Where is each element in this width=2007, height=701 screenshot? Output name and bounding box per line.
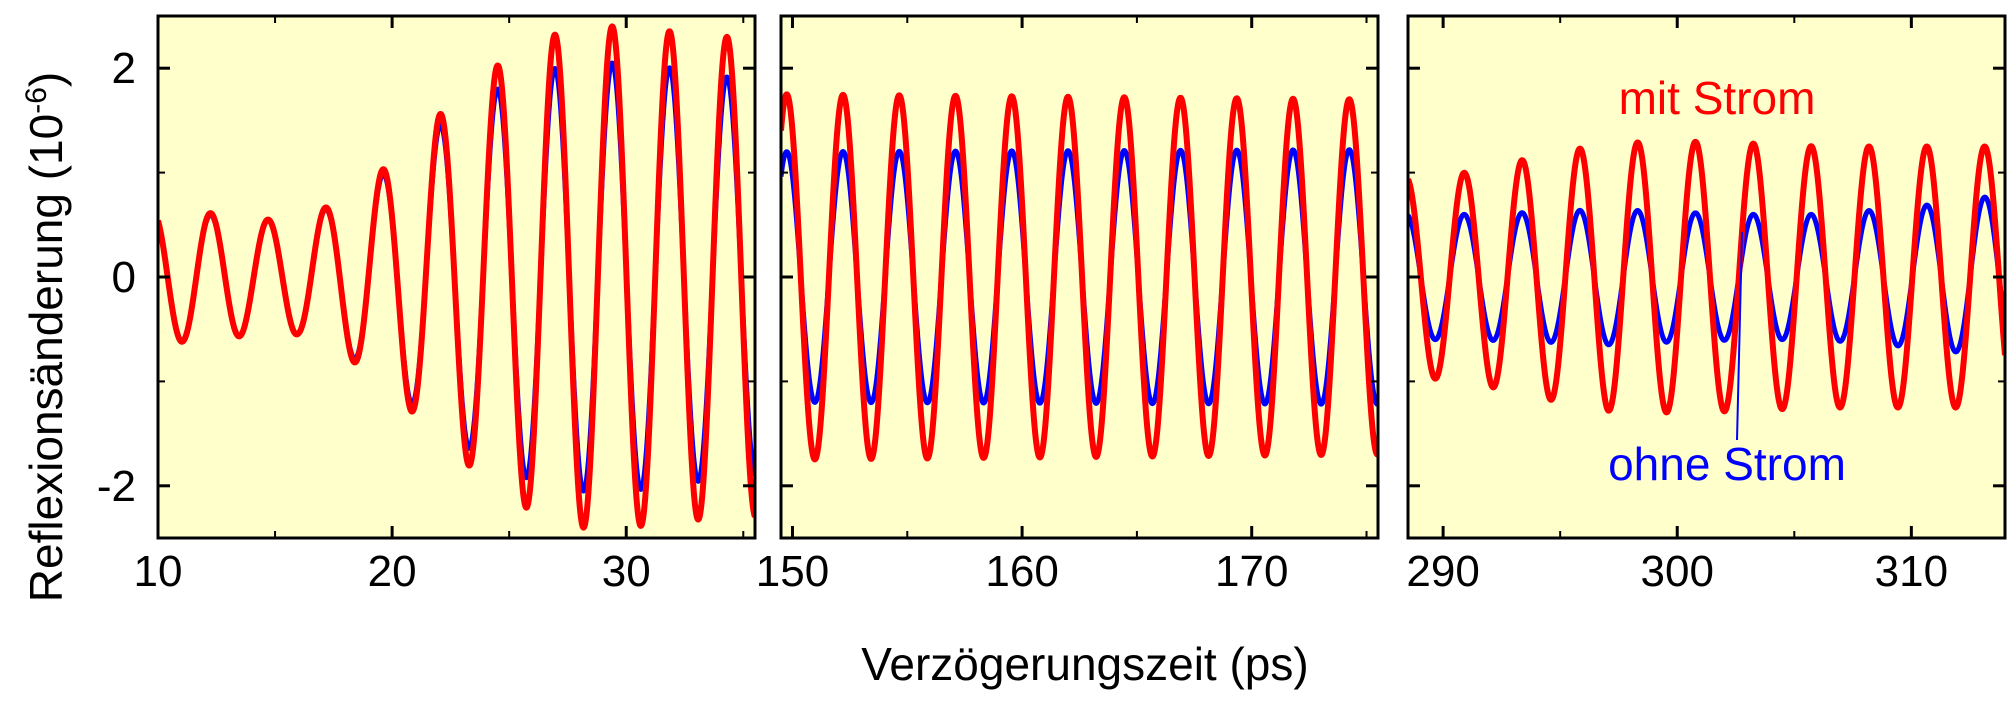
- y-axis-title-main: Reflexionsänderung (10: [20, 114, 72, 602]
- series-line-mit: [158, 23, 755, 531]
- panel-1: 10 20 30 -2 0 2: [97, 14, 757, 596]
- annotation-ohne-strom: ohne Strom: [1608, 438, 1846, 490]
- x-tick-label: 30: [602, 547, 651, 596]
- y-tick-label: 2: [112, 44, 136, 93]
- x-tick-label: 20: [368, 547, 417, 596]
- x-axis-title: Verzögerungszeit (ps): [861, 638, 1308, 690]
- panel-3: 290 300 310: [1406, 14, 2007, 596]
- panel-curves: [158, 23, 755, 531]
- panel-2: 150 160 170: [756, 14, 1380, 596]
- series-line-mit: [1408, 138, 2005, 416]
- x-tick-label: 300: [1641, 547, 1714, 596]
- y-tick-label: -2: [97, 462, 136, 511]
- y-tick-label: 0: [112, 253, 136, 302]
- y-axis-title-close: ): [20, 72, 72, 87]
- series-line-mit: [781, 91, 1378, 463]
- x-tick-label: 150: [756, 547, 829, 596]
- x-tick-label: 310: [1875, 547, 1948, 596]
- y-axis-title: Reflexionsänderung (10-6): [20, 72, 73, 602]
- panel-curves: [781, 91, 1378, 463]
- y-axis-title-exponent: -6: [20, 87, 53, 114]
- panels-layer: 10 20 30 -2 0 2 150 160 170 290 300 310: [97, 14, 2007, 596]
- x-tick-label: 290: [1406, 547, 1479, 596]
- x-tick-label: 10: [134, 547, 183, 596]
- x-tick-label: 160: [985, 547, 1058, 596]
- x-tick-label: 170: [1215, 547, 1288, 596]
- annotation-mit-strom: mit Strom: [1619, 72, 1816, 124]
- panel-curves: [1408, 138, 2005, 416]
- annotation-ohne-strom-pointer: [1736, 231, 1743, 441]
